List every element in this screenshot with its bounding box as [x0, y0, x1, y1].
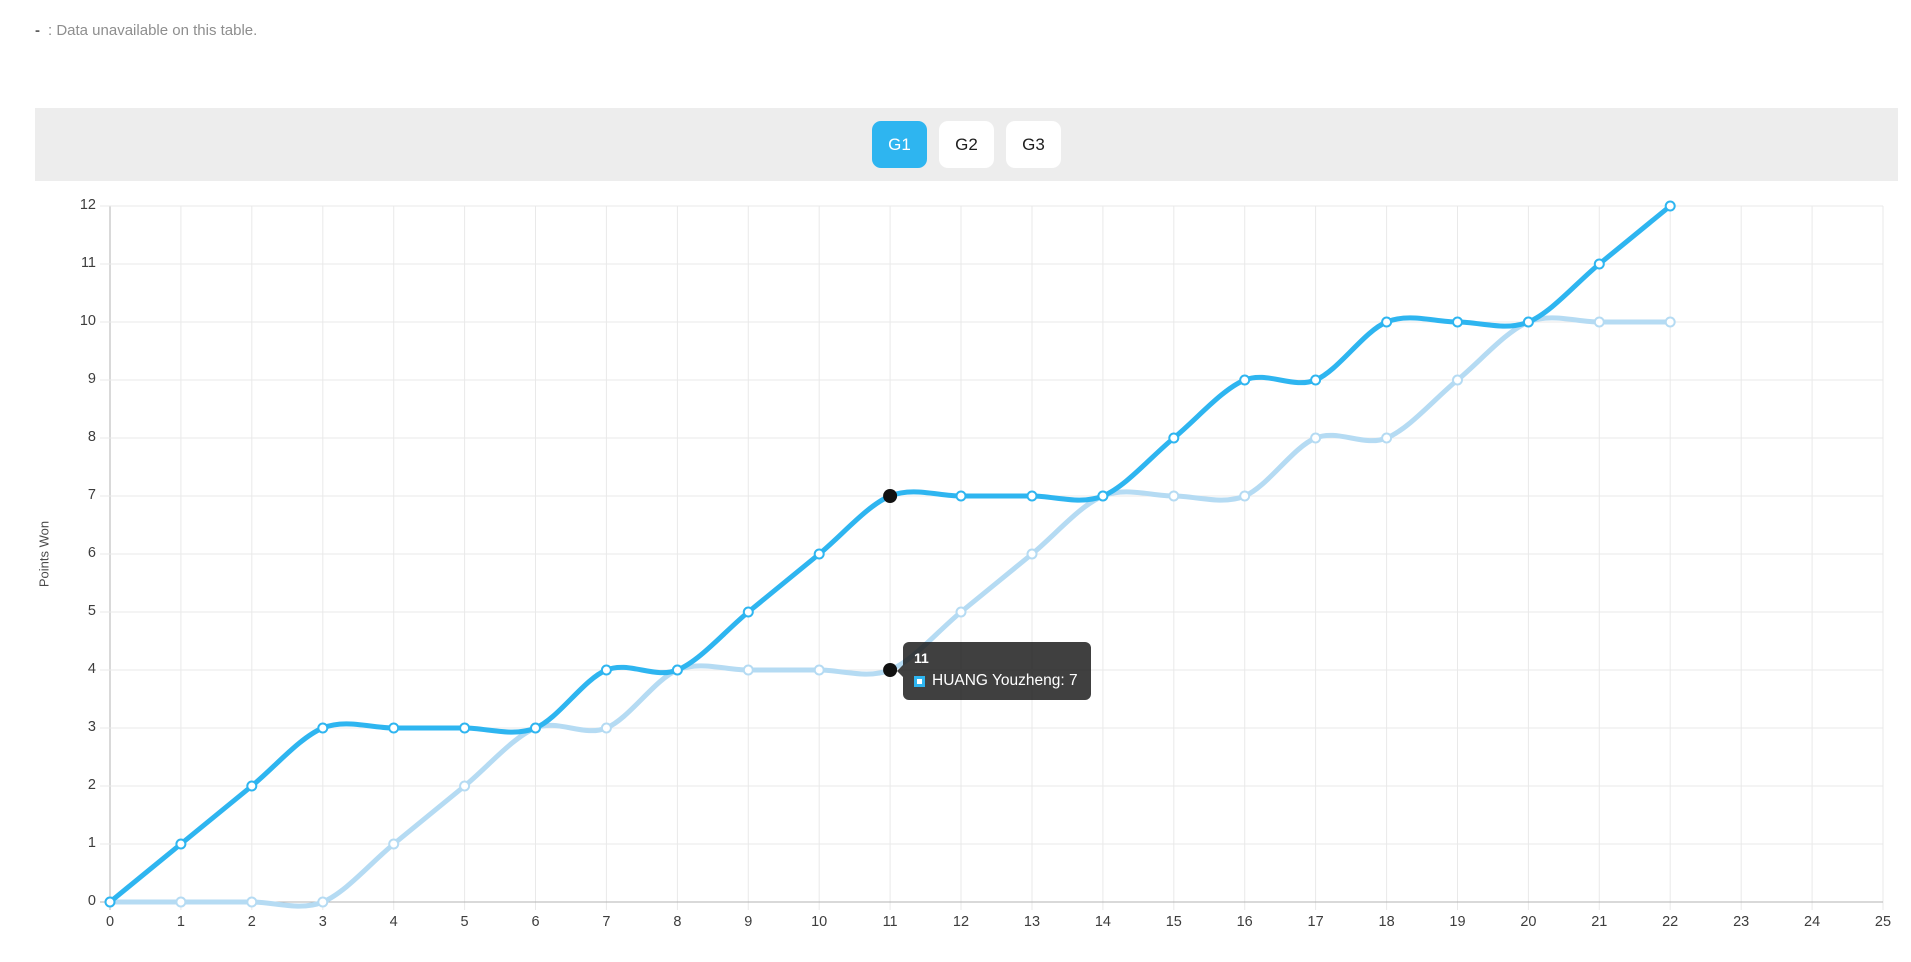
y-tick-label: 4 — [87, 661, 96, 677]
x-tick-label: 13 — [1023, 914, 1041, 930]
x-tick-label: 11 — [882, 914, 898, 930]
series-marker-icon — [914, 675, 925, 687]
tooltip-row: HUANG Youzheng: 7 — [914, 672, 1078, 690]
x-tick-label: 15 — [1165, 914, 1182, 930]
y-tick-label: 10 — [79, 313, 96, 329]
x-tick-label: 14 — [1094, 914, 1111, 930]
x-tick-label: 19 — [1449, 914, 1466, 930]
x-tick-label: 0 — [105, 914, 115, 930]
x-tick-label: 5 — [460, 914, 469, 930]
x-tick-label: 8 — [673, 914, 682, 930]
x-tick-label: 23 — [1733, 914, 1750, 930]
x-tick-label: 17 — [1307, 914, 1324, 930]
tab-g1[interactable]: G1 — [872, 121, 927, 168]
x-tick-label: 22 — [1662, 914, 1679, 930]
footnote-text: : Data unavailable on this table. — [48, 22, 258, 39]
x-tick-label: 18 — [1378, 914, 1395, 930]
x-tick-label: 20 — [1520, 914, 1537, 930]
tooltip-title: 11 — [914, 650, 929, 666]
y-tick-label: 11 — [80, 255, 96, 271]
chart-tooltip: 11 HUANG Youzheng: 7 — [897, 642, 1091, 700]
y-tick-label: 9 — [87, 371, 96, 387]
x-tick-label: 7 — [602, 914, 611, 930]
game-tab-bar: G1 G2 G3 — [35, 108, 1898, 181]
tab-g2[interactable]: G2 — [939, 121, 994, 168]
x-tick-label: 9 — [744, 914, 753, 930]
x-tick-label: 2 — [247, 914, 256, 930]
x-tick-label: 16 — [1236, 914, 1253, 930]
x-tick-label: 4 — [389, 914, 398, 930]
y-tick-label: 7 — [87, 487, 96, 503]
x-tick-label: 6 — [531, 914, 540, 930]
x-tick-label: 12 — [952, 914, 970, 930]
chart-canvas[interactable] — [0, 181, 1911, 962]
x-tick-label: 3 — [318, 914, 327, 930]
y-tick-label: 8 — [87, 429, 96, 445]
y-tick-label: 5 — [87, 603, 96, 619]
y-tick-label: 6 — [87, 545, 96, 561]
footnote: -: Data unavailable on this table. — [35, 22, 257, 39]
x-tick-label: 24 — [1804, 914, 1821, 930]
y-tick-label: 12 — [79, 197, 96, 213]
y-tick-label: 0 — [87, 893, 96, 909]
x-tick-label: 1 — [176, 914, 185, 930]
tooltip-value: HUANG Youzheng: 7 — [932, 672, 1078, 689]
y-tick-label: 2 — [87, 777, 96, 793]
y-tick-label: 3 — [87, 719, 96, 735]
x-tick-label: 21 — [1591, 914, 1608, 930]
y-tick-label: 1 — [87, 835, 96, 851]
x-tick-label: 25 — [1874, 914, 1892, 930]
tab-g3[interactable]: G3 — [1006, 121, 1061, 168]
x-tick-label: 10 — [811, 914, 828, 930]
footnote-dash: - — [35, 22, 40, 39]
points-won-chart[interactable]: Points Won 0 1 2 3 4 5 6 7 8 9 10 11 12 13 14 15 16 17 18 1… — [0, 181, 1911, 962]
